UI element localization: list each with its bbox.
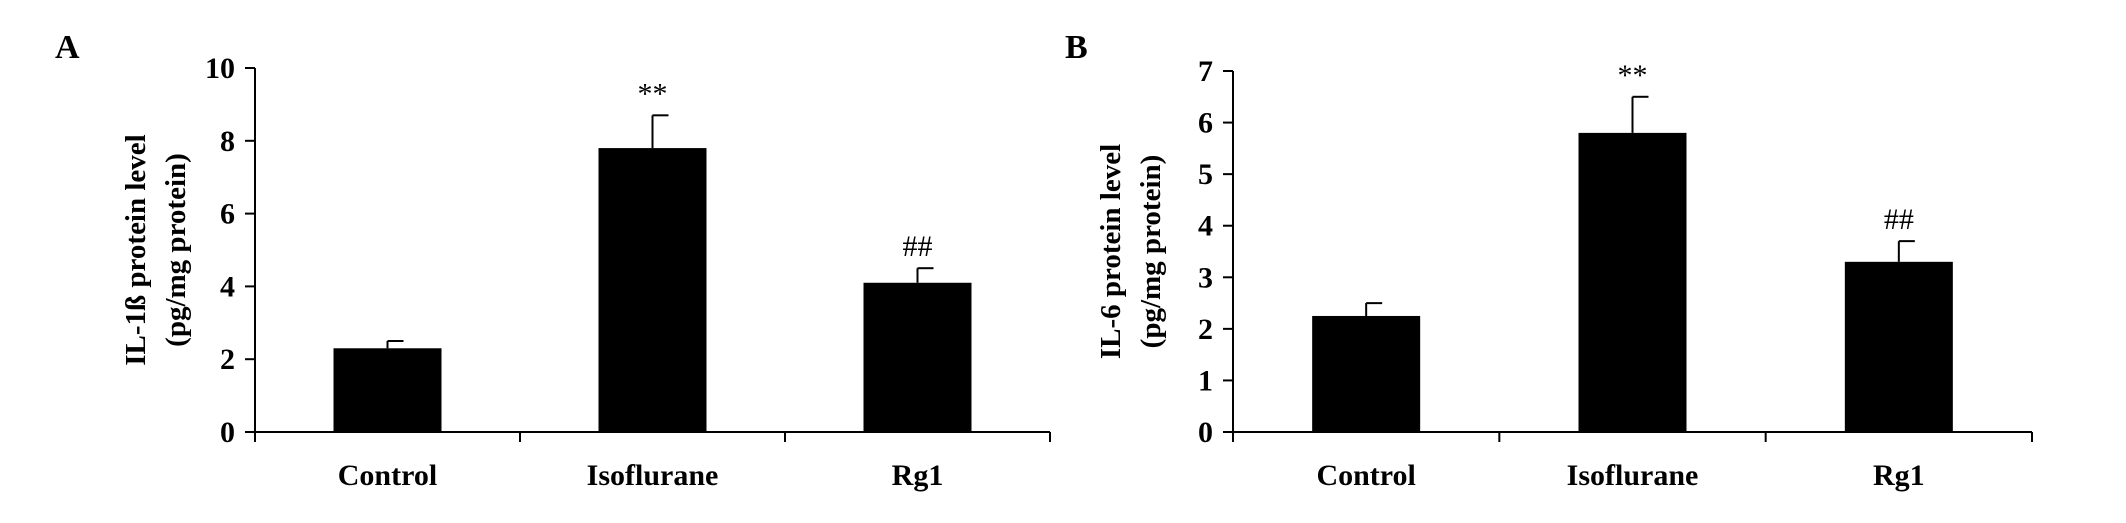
panel-a: A 0 2 4 6 8 10 Control ** Isoflurane ## Rg1 IL-1ß pr… [55, 29, 1051, 492]
panel-b-ytick-label: 3 [1198, 261, 1213, 294]
panel-b-ylabel-line1: IL-6 protein level [1095, 144, 1127, 359]
panel-a-letter: A [55, 29, 80, 66]
panel-a-bar-control [333, 348, 442, 432]
panel-b-ytick-label: 0 [1198, 416, 1213, 449]
panel-a-ytick-label: 8 [220, 125, 235, 158]
panel-a-ytick-label: 10 [205, 52, 235, 85]
panel-a-ytick-label: 6 [220, 198, 235, 231]
panel-a-category-label: Isoflurane [587, 459, 719, 492]
panel-b-significance-marker: ** [1618, 59, 1648, 92]
panel-a-ytick-label: 0 [220, 416, 235, 449]
panel-b-category-label: Rg1 [1873, 459, 1925, 492]
panel-b-ytick-label: 6 [1198, 107, 1213, 140]
panel-a-ytick-label: 2 [220, 343, 235, 376]
panel-a-significance-marker: ## [903, 230, 933, 263]
panel-b-category-label: Isoflurane [1567, 459, 1699, 492]
panel-b-ylabel-line2: (pg/mg protein) [1135, 155, 1167, 349]
panel-a-category-label: Rg1 [892, 459, 944, 492]
panel-a-ylabel-line1: IL-1ß protein level [120, 134, 152, 365]
panel-b-bar-isoflurane [1578, 132, 1687, 432]
panel-b-bar-rg1 [1844, 261, 1953, 432]
panel-a-bar-isoflurane [598, 148, 707, 432]
panel-b-ytick-label: 4 [1198, 210, 1213, 243]
panel-b-ytick-label: 1 [1198, 364, 1213, 397]
panel-b: B 0 1 2 3 4 5 6 7 Control ** Isoflurane ## Rg1 IL-6 pr… [1065, 29, 2033, 492]
panel-a-bar-rg1 [863, 282, 972, 432]
panel-a-ylabel-line2: (pg/mg protein) [160, 153, 192, 347]
panel-b-letter: B [1065, 29, 1088, 66]
panel-b-bar-control [1312, 315, 1421, 432]
panel-b-ytick-label: 7 [1198, 55, 1213, 88]
panel-b-ytick-label: 2 [1198, 313, 1213, 346]
panel-a-category-label: Control [338, 459, 437, 492]
panel-b-significance-marker: ## [1884, 203, 1914, 236]
panel-b-ytick-label: 5 [1198, 158, 1213, 191]
panel-b-category-label: Control [1316, 459, 1415, 492]
panel-a-ytick-label: 4 [220, 270, 235, 303]
panel-a-significance-marker: ** [638, 77, 668, 110]
